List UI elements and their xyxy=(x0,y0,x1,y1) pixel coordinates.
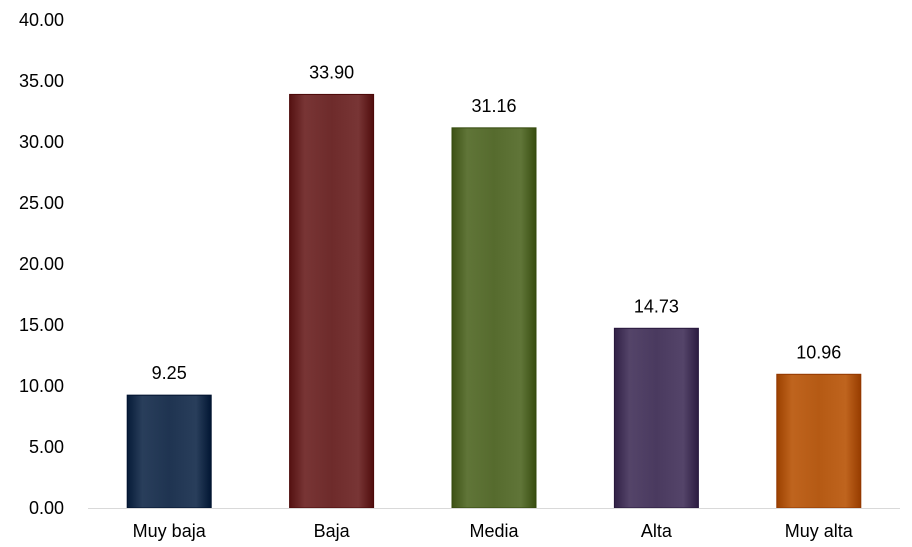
x-tick-label: Baja xyxy=(314,521,351,541)
y-tick-label: 30.00 xyxy=(19,132,64,152)
data-label: 33.90 xyxy=(309,62,354,82)
bars xyxy=(126,93,862,509)
x-tick-label: Alta xyxy=(641,521,673,541)
y-tick-label: 0.00 xyxy=(29,498,64,518)
y-tick-label: 10.00 xyxy=(19,376,64,396)
bar-muy-baja xyxy=(126,394,212,509)
data-label: 31.16 xyxy=(471,96,516,116)
bar-baja xyxy=(289,93,375,509)
x-tick-label: Media xyxy=(469,521,519,541)
x-tick-label: Muy baja xyxy=(133,521,207,541)
data-label: 10.96 xyxy=(796,342,841,362)
x-axis: Muy baja Baja Media Alta Muy alta xyxy=(88,508,900,541)
bar-alta xyxy=(613,327,699,509)
y-tick-label: 25.00 xyxy=(19,193,64,213)
y-tick-label: 35.00 xyxy=(19,71,64,91)
x-tick-label: Muy alta xyxy=(785,521,854,541)
data-label: 14.73 xyxy=(634,296,679,316)
bar-muy-alta xyxy=(776,373,862,509)
data-label: 9.25 xyxy=(152,363,187,383)
data-labels: 9.25 33.90 31.16 14.73 10.96 xyxy=(152,62,842,383)
y-tick-label: 20.00 xyxy=(19,254,64,274)
y-tick-label: 5.00 xyxy=(29,437,64,457)
y-axis: 0.00 5.00 10.00 15.00 20.00 25.00 30.00 35.00 40… xyxy=(19,10,64,518)
y-tick-label: 15.00 xyxy=(19,315,64,335)
bar-media xyxy=(451,127,537,509)
y-tick-label: 40.00 xyxy=(19,10,64,30)
